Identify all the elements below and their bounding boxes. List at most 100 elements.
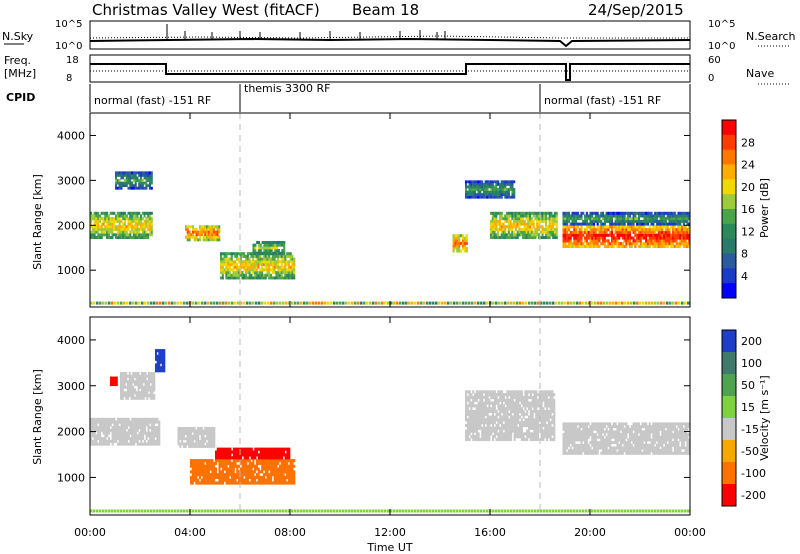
- scatter-cell: [502, 418, 505, 422]
- scatter-cell: [100, 439, 103, 443]
- scatter-cell: [623, 217, 626, 221]
- scatter-cell: [186, 432, 189, 436]
- scatter-cell: [468, 429, 471, 433]
- scatter-cell: [257, 459, 260, 463]
- scatter-cell: [529, 407, 532, 411]
- scatter-cell: [475, 390, 478, 394]
- scatter-cell: [550, 211, 553, 215]
- scatter-cell: [486, 401, 489, 405]
- scatter-cell: [184, 429, 187, 433]
- scatter-cell: [273, 461, 276, 465]
- scatter-cell: [132, 396, 135, 400]
- scatter-cell: [138, 426, 141, 430]
- scatter-cell: [465, 404, 468, 408]
- scatter-cell: [490, 190, 493, 194]
- scatter-cell: [603, 217, 606, 221]
- scatter-cell: [136, 423, 139, 427]
- scatter-cell: [605, 225, 608, 229]
- scatter-cell: [564, 217, 567, 221]
- scatter-cell: [664, 219, 667, 223]
- scatter-cell: [261, 461, 264, 465]
- scatter-cell: [514, 222, 517, 226]
- scatter-cell: [248, 475, 251, 479]
- scatter-cell: [275, 260, 278, 264]
- scatter-cell: [234, 461, 237, 465]
- scatter-cell: [241, 260, 244, 264]
- scatter-cell: [118, 428, 121, 432]
- scatter-cell: [148, 171, 152, 175]
- scatter-cell: [206, 434, 209, 438]
- scatter-cell: [531, 415, 534, 419]
- scatter-cell: [466, 432, 469, 436]
- ground-scatter-cell: [444, 509, 447, 513]
- ground-scatter-cell: [411, 301, 414, 305]
- power-colorbar-tick: 16: [741, 203, 755, 216]
- scatter-cell: [493, 409, 496, 414]
- scatter-cell: [684, 219, 687, 223]
- scatter-cell: [562, 230, 565, 234]
- scatter-cell: [147, 173, 150, 177]
- power-colorbar-tick: 8: [741, 248, 748, 261]
- scatter-cell: [278, 459, 282, 463]
- scatter-cell: [580, 214, 583, 218]
- scatter-cell: [190, 461, 193, 465]
- scatter-cell: [488, 193, 491, 197]
- scatter-cell: [283, 246, 286, 250]
- scatter-cell: [454, 239, 457, 243]
- scatter-cell: [241, 271, 244, 275]
- scatter-cell: [584, 244, 587, 249]
- scatter-cell: [127, 173, 130, 177]
- scatter-cell: [612, 242, 615, 246]
- scatter-cell: [493, 217, 496, 221]
- scatter-cell: [540, 407, 543, 411]
- scatter-cell: [650, 236, 653, 240]
- scatter-cell: [500, 225, 503, 229]
- scatter-cell: [551, 426, 554, 430]
- scatter-cell: [287, 276, 290, 280]
- scatter-cell: [593, 239, 596, 243]
- scatter-cell: [270, 453, 273, 457]
- scatter-cell: [507, 188, 510, 191]
- scatter-cell: [515, 418, 518, 422]
- scatter-cell: [214, 481, 217, 485]
- scatter-cell: [211, 464, 214, 468]
- scatter-cell: [479, 401, 482, 405]
- scatter-cell: [206, 437, 209, 441]
- scatter-cell: [268, 473, 271, 477]
- scatter-cell: [109, 217, 112, 221]
- freq-panel: Freq. [MHz] 18 8 60 0 Nave: [4, 54, 790, 85]
- scatter-cell: [118, 211, 121, 215]
- scatter-cell: [140, 181, 143, 185]
- scatter-cell: [668, 228, 671, 232]
- scatter-cell: [118, 227, 121, 231]
- scatter-cell: [145, 233, 148, 237]
- scatter-cell: [127, 391, 130, 395]
- scatter-cell: [652, 222, 655, 226]
- scatter-cell: [520, 423, 523, 428]
- scatter-cell: [280, 260, 283, 264]
- scatter-cell: [144, 374, 147, 378]
- scatter-cell: [220, 447, 223, 451]
- scatter-cell: [273, 447, 277, 451]
- scatter-cell: [520, 395, 523, 400]
- ground-scatter-cell: [204, 301, 207, 305]
- scatter-cell: [465, 429, 468, 433]
- scatter-cell: [230, 252, 233, 256]
- scatter-cell: [531, 418, 534, 422]
- scatter-cell: [125, 374, 128, 378]
- scatter-cell: [229, 464, 232, 468]
- scatter-cell: [243, 260, 246, 264]
- scatter-cell: [211, 233, 214, 237]
- scatter-cell: [245, 271, 248, 275]
- scatter-cell: [468, 432, 471, 436]
- scatter-cell: [243, 273, 246, 277]
- ground-scatter-cell: [135, 509, 138, 513]
- scatter-cell: [591, 230, 594, 234]
- scatter-cell: [465, 393, 468, 397]
- scatter-cell: [286, 481, 289, 485]
- scatter-cell: [257, 276, 260, 280]
- scatter-cell: [616, 244, 619, 249]
- scatter-cell: [122, 428, 125, 432]
- scatter-cell: [594, 239, 597, 243]
